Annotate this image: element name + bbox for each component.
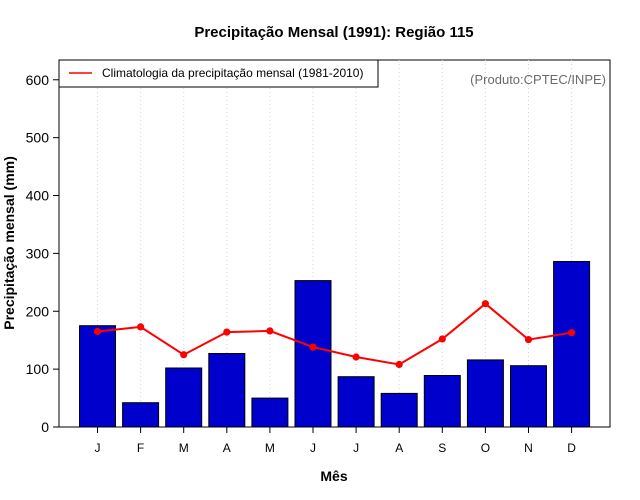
x-tick-label: A xyxy=(223,441,231,455)
x-tick-label: S xyxy=(438,441,446,455)
x-tick-label: J xyxy=(353,441,359,455)
x-tick-label: F xyxy=(137,441,144,455)
bar-7 xyxy=(380,392,418,428)
y-axis: 0 100 200 300 400 500 600 xyxy=(26,72,59,435)
bar-4 xyxy=(251,397,289,428)
climatology-point-0 xyxy=(93,327,102,336)
bar-3 xyxy=(208,353,246,428)
x-tick-label: M xyxy=(179,441,189,455)
climatology-point-8 xyxy=(438,335,446,343)
y-tick-label: 0 xyxy=(41,419,49,435)
y-tick-label: 300 xyxy=(26,245,50,261)
climatology-line xyxy=(97,302,572,366)
x-tick-label: D xyxy=(567,441,576,455)
y-tick-label: 600 xyxy=(26,72,50,88)
bar-5 xyxy=(294,280,332,428)
bar-layer xyxy=(79,261,591,428)
bar-10 xyxy=(510,365,547,428)
y-axis-title: Precipitação mensal (mm) xyxy=(1,156,17,330)
x-tick-label: M xyxy=(265,441,275,455)
x-tick-label: J xyxy=(310,441,316,455)
x-tick-label: N xyxy=(524,441,533,455)
climatology-point-11 xyxy=(568,329,576,337)
bar-0 xyxy=(79,325,116,428)
legend-box xyxy=(58,59,379,88)
bar-6 xyxy=(337,376,375,428)
bar-9 xyxy=(466,359,504,428)
line-layer xyxy=(93,300,576,369)
y-tick-label: 500 xyxy=(26,130,50,146)
legend: Climatologia da precipitação mensal (198… xyxy=(58,59,379,88)
bar-8 xyxy=(423,375,461,428)
x-tick-label: J xyxy=(95,441,101,455)
legend-label: Climatologia da precipitação mensal (198… xyxy=(102,66,363,80)
climatology-point-1 xyxy=(137,323,145,331)
bar-1 xyxy=(122,402,160,428)
y-tick-label: 200 xyxy=(26,303,50,319)
x-axis-title: Mês xyxy=(320,468,347,484)
climatology-point-5 xyxy=(309,343,317,351)
climatology-point-7 xyxy=(395,360,403,369)
chart-title: Precipitação Mensal (1991): Região 115 xyxy=(194,24,473,41)
climatology-point-2 xyxy=(180,351,188,359)
climatology-point-10 xyxy=(524,336,533,344)
climatology-point-4 xyxy=(266,327,274,335)
y-tick-label: 100 xyxy=(26,361,50,377)
x-tick-label: O xyxy=(481,441,490,455)
bar-11 xyxy=(553,261,591,428)
y-tick-label: 400 xyxy=(26,188,50,204)
source-note: (Produto:CPTEC/INPE) xyxy=(470,72,606,87)
x-tick-label: A xyxy=(395,441,403,455)
climatology-point-9 xyxy=(481,300,489,308)
climatology-point-6 xyxy=(352,353,360,361)
climatology-point-3 xyxy=(223,328,231,336)
bar-2 xyxy=(165,367,203,428)
